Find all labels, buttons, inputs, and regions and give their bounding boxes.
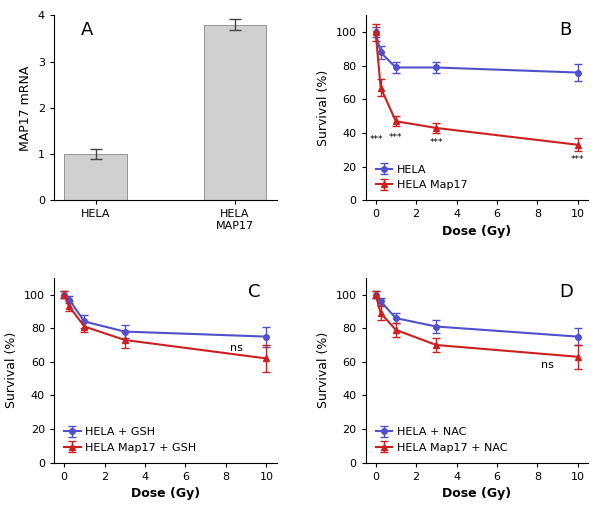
Text: ns: ns <box>230 343 242 353</box>
Text: C: C <box>248 283 260 301</box>
Text: ***: *** <box>370 135 383 144</box>
Legend: HELA, HELA Map17: HELA, HELA Map17 <box>371 160 472 195</box>
Bar <box>64 154 127 200</box>
Y-axis label: Survival (%): Survival (%) <box>5 332 19 408</box>
Bar <box>203 25 266 200</box>
Y-axis label: Survival (%): Survival (%) <box>317 70 330 146</box>
Text: B: B <box>559 21 571 39</box>
Y-axis label: MAP17 mRNA: MAP17 mRNA <box>19 65 32 151</box>
Text: ***: *** <box>389 133 403 142</box>
Text: ***: *** <box>571 155 584 164</box>
Text: ns: ns <box>541 360 554 370</box>
Legend: HELA + NAC, HELA Map17 + NAC: HELA + NAC, HELA Map17 + NAC <box>371 423 512 457</box>
Y-axis label: Survival (%): Survival (%) <box>317 332 330 408</box>
X-axis label: Dose (Gy): Dose (Gy) <box>131 487 200 500</box>
Text: A: A <box>80 21 93 39</box>
X-axis label: Dose (Gy): Dose (Gy) <box>442 487 511 500</box>
Text: ***: *** <box>430 138 443 147</box>
Legend: HELA + GSH, HELA Map17 + GSH: HELA + GSH, HELA Map17 + GSH <box>59 423 200 457</box>
Text: D: D <box>559 283 573 301</box>
X-axis label: Dose (Gy): Dose (Gy) <box>442 225 511 238</box>
